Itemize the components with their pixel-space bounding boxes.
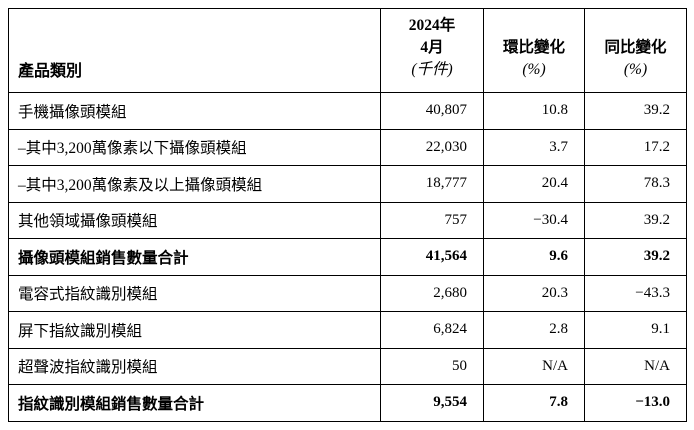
cell-yoy-change: −13.0	[584, 384, 687, 422]
header-product-category-label: 產品類別	[18, 63, 83, 80]
cell-mom-change: N/A	[483, 347, 585, 385]
header-month-volume: 2024年 4月 (千件)	[380, 8, 484, 93]
cell-monthly-volume: 40,807	[380, 92, 484, 130]
table-row: –其中3,200萬像素及以上攝像頭模組 18,777 20.4 78.3	[8, 165, 687, 203]
cell-product-category: 手機攝像頭模組	[8, 92, 381, 130]
table-row: –其中3,200萬像素以下攝像頭模組 22,030 3.7 17.2	[8, 128, 687, 166]
cell-yoy-change: 9.1	[584, 311, 687, 349]
cell-mom-change: 20.3	[483, 274, 585, 312]
cell-mom-change: 2.8	[483, 311, 585, 349]
cell-yoy-change: 39.2	[584, 201, 687, 239]
cell-yoy-change: 39.2	[584, 238, 687, 276]
cell-mom-change: 20.4	[483, 165, 585, 203]
cell-product-category: 電容式指紋識別模組	[8, 274, 381, 312]
cell-mom-change: −30.4	[483, 201, 585, 239]
cell-monthly-volume: 22,030	[380, 128, 484, 166]
header-unit-line: (千件)	[411, 61, 453, 78]
cell-mom-change: 3.7	[483, 128, 585, 166]
cell-monthly-volume: 6,824	[380, 311, 484, 349]
header-month-line: 4月	[420, 39, 444, 56]
table-row: 電容式指紋識別模組 2,680 20.3 −43.3	[8, 274, 687, 312]
header-yoy-line: 同比變化	[604, 39, 667, 56]
cell-product-category: 其他領域攝像頭模組	[8, 201, 381, 239]
table-row: 指紋識別模組銷售數量合計 9,554 7.8 −13.0	[8, 384, 687, 422]
header-mom-unit-line: (%)	[522, 61, 546, 78]
header-mom-line: 環比變化	[502, 39, 565, 56]
cell-product-category: 超聲波指紋識別模組	[8, 347, 381, 385]
header-year-line: 2024年	[408, 17, 456, 34]
table-row: 其他領域攝像頭模組 757 −30.4 39.2	[8, 201, 687, 239]
cell-monthly-volume: 41,564	[380, 238, 484, 276]
cell-mom-change: 10.8	[483, 92, 585, 130]
cell-yoy-change: 78.3	[584, 165, 687, 203]
header-yoy-change: 同比變化 (%)	[584, 8, 687, 93]
cell-yoy-change: N/A	[584, 347, 687, 385]
table-row: 屏下指紋識別模組 6,824 2.8 9.1	[8, 311, 687, 349]
table-header: 產品類別 2024年 4月 (千件) 環比變化 (%) 同比變化 (%)	[8, 8, 687, 93]
cell-yoy-change: 17.2	[584, 128, 687, 166]
cell-monthly-volume: 50	[380, 347, 484, 385]
cell-product-category: –其中3,200萬像素以下攝像頭模組	[8, 128, 381, 166]
cell-yoy-change: −43.3	[584, 274, 687, 312]
cell-product-category: 指紋識別模組銷售數量合計	[8, 384, 381, 422]
cell-yoy-change: 39.2	[584, 92, 687, 130]
header-row: 產品類別 2024年 4月 (千件) 環比變化 (%) 同比變化 (%)	[8, 8, 687, 93]
cell-monthly-volume: 2,680	[380, 274, 484, 312]
table-body: 手機攝像頭模組 40,807 10.8 39.2 –其中3,200萬像素以下攝像頭模組 2…	[8, 92, 687, 422]
header-product-category: 產品類別	[8, 8, 381, 93]
header-mom-change: 環比變化 (%)	[483, 8, 585, 93]
header-yoy-unit-line: (%)	[623, 61, 648, 78]
cell-product-category: 屏下指紋識別模組	[8, 311, 381, 349]
cell-product-category: –其中3,200萬像素及以上攝像頭模組	[8, 165, 381, 203]
cell-mom-change: 7.8	[483, 384, 585, 422]
cell-monthly-volume: 9,554	[380, 384, 484, 422]
product-sales-table: 產品類別 2024年 4月 (千件) 環比變化 (%) 同比變化 (%) 手機攝…	[8, 8, 687, 422]
cell-mom-change: 9.6	[483, 238, 585, 276]
cell-product-category: 攝像頭模組銷售數量合計	[8, 238, 381, 276]
table-row: 攝像頭模組銷售數量合計 41,564 9.6 39.2	[8, 238, 687, 276]
cell-monthly-volume: 18,777	[380, 165, 484, 203]
table-row: 超聲波指紋識別模組 50 N/A N/A	[8, 347, 687, 385]
table-row: 手機攝像頭模組 40,807 10.8 39.2	[8, 92, 687, 130]
cell-monthly-volume: 757	[380, 201, 484, 239]
